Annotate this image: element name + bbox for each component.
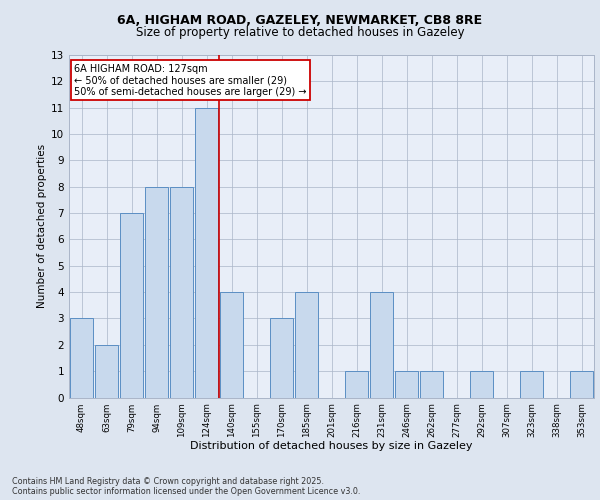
Text: 6A HIGHAM ROAD: 127sqm
← 50% of detached houses are smaller (29)
50% of semi-det: 6A HIGHAM ROAD: 127sqm ← 50% of detached… [74,64,307,97]
Bar [395,371,418,398]
Bar [269,318,293,398]
Text: Size of property relative to detached houses in Gazeley: Size of property relative to detached ho… [136,26,464,39]
Bar [95,345,118,398]
Bar [370,292,394,398]
Text: Contains HM Land Registry data © Crown copyright and database right 2025.
Contai: Contains HM Land Registry data © Crown c… [12,476,361,496]
Bar [520,371,544,398]
Bar [295,292,319,398]
Text: 6A, HIGHAM ROAD, GAZELEY, NEWMARKET, CB8 8RE: 6A, HIGHAM ROAD, GAZELEY, NEWMARKET, CB8… [118,14,482,27]
Bar [569,371,593,398]
Bar [419,371,443,398]
Bar [145,186,169,398]
Bar [220,292,244,398]
X-axis label: Distribution of detached houses by size in Gazeley: Distribution of detached houses by size … [190,442,473,452]
Y-axis label: Number of detached properties: Number of detached properties [37,144,47,308]
Bar [344,371,368,398]
Bar [170,186,193,398]
Bar [119,213,143,398]
Bar [470,371,493,398]
Bar [194,108,218,398]
Bar [70,318,94,398]
